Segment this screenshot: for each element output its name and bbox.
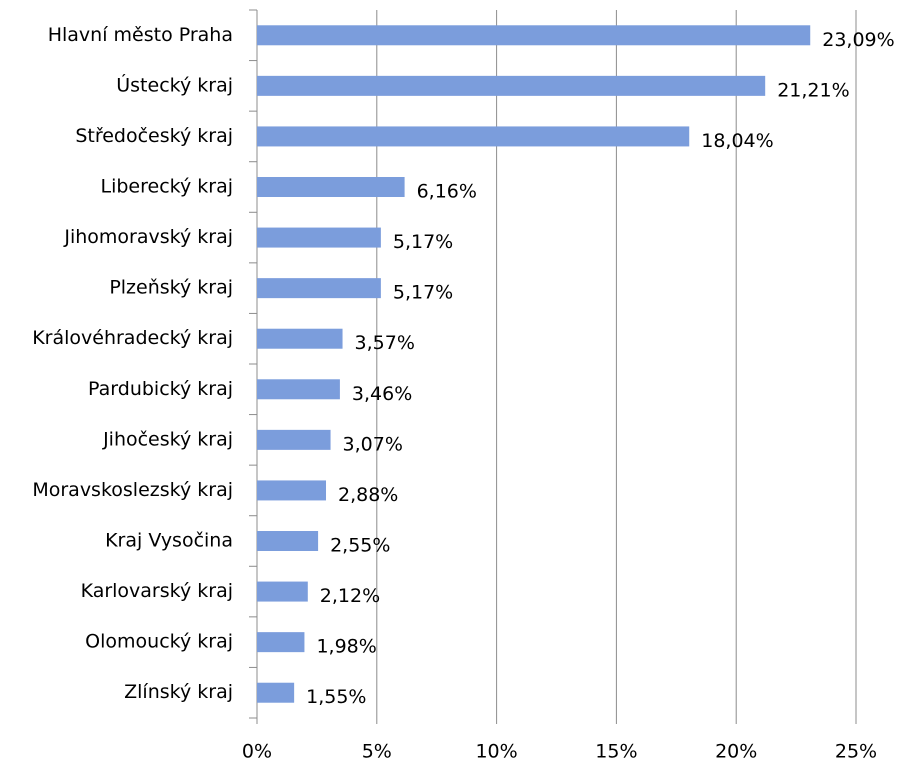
bar xyxy=(257,328,343,349)
data-label: 18,04% xyxy=(701,130,773,152)
category-label: Královéhradecký kraj xyxy=(32,327,233,349)
bar xyxy=(257,25,811,46)
bar xyxy=(257,227,381,248)
category-label: Liberecký kraj xyxy=(101,176,234,198)
data-label: 2,88% xyxy=(338,484,398,506)
x-tick-label: 25% xyxy=(835,741,877,763)
category-label: Pardubický kraj xyxy=(88,378,233,400)
data-label: 6,16% xyxy=(417,181,477,203)
bar xyxy=(257,531,319,551)
category-label: Ústecký kraj xyxy=(116,72,233,96)
data-label: 1,55% xyxy=(306,686,366,708)
data-label: 23,09% xyxy=(822,29,894,51)
category-label: Kraj Vysočina xyxy=(105,530,233,552)
category-label: Karlovarský kraj xyxy=(81,580,233,602)
data-label: 1,98% xyxy=(316,636,376,658)
x-tick-label: 15% xyxy=(595,741,637,763)
category-label: Jihočeský kraj xyxy=(102,428,233,450)
x-tick-label: 5% xyxy=(362,741,392,763)
bar xyxy=(257,75,766,96)
category-label: Středočeský kraj xyxy=(75,125,233,147)
x-tick-label: 20% xyxy=(715,741,757,763)
bar xyxy=(257,480,327,501)
data-label: 3,07% xyxy=(343,433,403,455)
data-label: 2,12% xyxy=(320,585,380,607)
category-label: Plzeňský kraj xyxy=(109,277,233,299)
x-tick-label: 0% xyxy=(242,741,272,763)
data-label: 21,21% xyxy=(777,79,849,101)
data-label: 5,17% xyxy=(393,231,453,253)
data-label: 2,55% xyxy=(330,535,390,557)
category-label: Olomoucký kraj xyxy=(85,631,233,653)
category-label: Jihomoravský kraj xyxy=(63,226,233,248)
bar xyxy=(257,632,305,653)
category-label: Moravskoslezský kraj xyxy=(32,479,233,501)
bar xyxy=(257,581,308,602)
category-label: Zlínský kraj xyxy=(124,681,233,703)
data-label: 5,17% xyxy=(393,282,453,304)
category-label: Hlavní město Praha xyxy=(48,24,233,46)
bar xyxy=(257,379,340,400)
x-tick-label: 10% xyxy=(475,741,517,763)
bar xyxy=(257,126,690,147)
data-label: 3,57% xyxy=(355,332,415,354)
bar xyxy=(257,682,295,703)
bar xyxy=(257,429,331,450)
bar xyxy=(257,177,405,197)
data-label: 3,46% xyxy=(352,383,412,405)
bar xyxy=(257,278,381,299)
